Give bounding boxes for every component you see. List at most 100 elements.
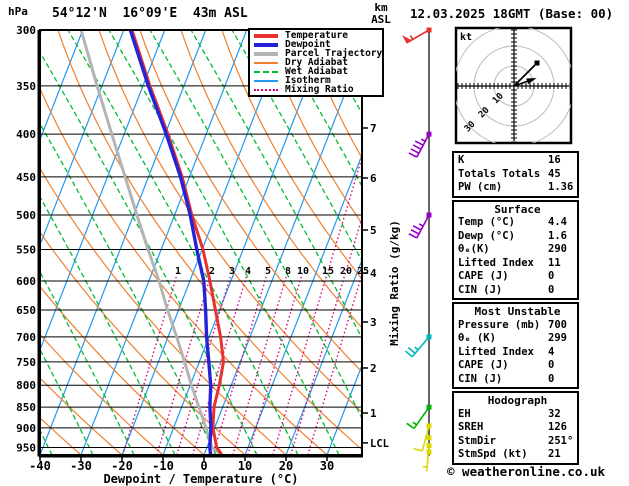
stat-row: Pressure (mb) 700 <box>458 319 577 333</box>
svg-text:-30: -30 <box>70 459 92 473</box>
stat-value: 16 <box>548 154 561 166</box>
svg-text:7: 7 <box>370 122 377 135</box>
stat-row: CAPE (J) 0 <box>458 270 577 284</box>
legend-swatch-isotherm <box>254 79 278 82</box>
stats-box-title: Hodograph <box>487 394 548 407</box>
svg-text:800: 800 <box>16 379 36 392</box>
stat-value: 290 <box>548 243 567 255</box>
svg-text:900: 900 <box>16 422 36 435</box>
stat-row: EH 32 <box>458 408 577 422</box>
stat-label: Temp (°C) <box>458 216 515 228</box>
stat-row: θₑ (K) 299 <box>458 332 577 346</box>
svg-text:950: 950 <box>16 441 36 454</box>
svg-text:3: 3 <box>229 266 235 277</box>
stat-value: 0 <box>548 270 555 282</box>
svg-text:2: 2 <box>370 362 377 375</box>
parcel-trajectory-curve <box>79 30 223 455</box>
altitude-axis-unit-label: km ASL <box>366 2 396 26</box>
svg-text:10: 10 <box>238 459 252 473</box>
wind-barb-column <box>401 27 432 472</box>
legend-swatch-temperature <box>254 33 278 38</box>
stat-label: EH <box>458 407 471 420</box>
legend-swatch-wet-adiabat <box>254 70 278 73</box>
wind-level-marker <box>426 449 432 455</box>
svg-text:3: 3 <box>370 316 377 329</box>
svg-text:20: 20 <box>340 266 352 277</box>
legend-item: Dry Adiabat <box>254 58 382 67</box>
legend-label: Dewpoint <box>285 39 331 50</box>
legend-item: Temperature <box>254 31 382 40</box>
stats-box-title: Most Unstable <box>474 305 561 318</box>
stat-value: 1.6 <box>548 229 567 242</box>
svg-text:600: 600 <box>16 275 36 288</box>
legend-item: Isotherm <box>254 76 382 85</box>
svg-text:5: 5 <box>370 224 377 237</box>
stat-value: 4.4 <box>548 216 567 228</box>
svg-text:4: 4 <box>245 266 251 277</box>
legend-swatch-dewpoint <box>254 42 278 47</box>
svg-text:1: 1 <box>175 266 181 277</box>
stats-box-surface: Surface Temp (°C) 4.4 Dewp (°C) 1.6 θₑ(K) 290 L… <box>452 199 579 300</box>
stats-box-title: Surface <box>494 202 541 216</box>
legend-label: Temperature <box>285 30 348 41</box>
stat-label: CAPE (J) <box>458 270 509 282</box>
stat-row: Dewp (°C) 1.6 <box>458 230 577 244</box>
legend-label: Wet Adiabat <box>285 66 348 77</box>
svg-text:6: 6 <box>370 172 377 185</box>
svg-text:8: 8 <box>285 266 291 277</box>
stat-row: Temp (°C) 4.4 <box>458 216 577 230</box>
svg-text:20: 20 <box>279 459 293 473</box>
svg-text:25: 25 <box>357 266 369 277</box>
stat-row: CIN (J) 0 <box>458 373 577 387</box>
svg-text:400: 400 <box>16 128 36 141</box>
legend-item: Wet Adiabat <box>254 67 382 76</box>
stat-value: 1.36 <box>548 181 574 193</box>
stats-box-summary: K 16 Totals Totals 45 PW (cm) 1.36 <box>452 151 579 198</box>
stat-label: StmDir <box>458 434 496 447</box>
stat-row: Totals Totals 45 <box>458 168 577 182</box>
svg-text:-20: -20 <box>111 459 133 473</box>
stat-row: SREH 126 <box>458 421 577 435</box>
dewpoint-curve <box>128 30 213 455</box>
stat-row: StmSpd (kt) 21 <box>458 448 577 462</box>
stat-row: PW (cm) 1.36 <box>458 181 577 195</box>
stats-box-hodograph: Hodograph EH 32 SREH 126 StmDir 251° StmSpd (kt… <box>452 391 579 465</box>
legend-swatch-parcel-trajectory <box>254 51 278 56</box>
stat-label: PW (cm) <box>458 181 503 193</box>
lcl-label: LCL <box>370 438 389 450</box>
stat-value: 299 <box>548 332 567 344</box>
stat-value: 251° <box>548 434 574 447</box>
stat-label: Lifted Index <box>458 256 534 269</box>
svg-text:10: 10 <box>297 266 309 277</box>
svg-text:850: 850 <box>16 401 36 414</box>
credit-footer: © weatheronline.co.uk <box>447 464 606 479</box>
stat-row: StmDir 251° <box>458 435 577 449</box>
stat-label: Dewp (°C) <box>458 229 515 242</box>
stat-value: 32 <box>548 407 561 420</box>
stat-value: 700 <box>548 318 567 331</box>
legend-label: Mixing Ratio <box>285 84 354 95</box>
station-title: 54°12'N 16°09'E 43m ASL <box>52 6 248 21</box>
stat-label: Lifted Index <box>458 345 534 358</box>
stat-row: CAPE (J) 0 <box>458 359 577 373</box>
svg-text:-10: -10 <box>152 459 174 473</box>
stat-row: θₑ(K) 290 <box>458 243 577 257</box>
stat-label: K <box>458 154 465 166</box>
legend-label: Dry Adiabat <box>285 57 348 68</box>
stat-label: θₑ (K) <box>458 332 496 344</box>
svg-text:550: 550 <box>16 244 36 257</box>
legend-item: Parcel Trajectory <box>254 49 382 58</box>
legend-label: Parcel Trajectory <box>285 48 383 59</box>
stat-label: Pressure (mb) <box>458 318 541 331</box>
hodograph-unit-label: kt <box>460 32 472 43</box>
svg-text:5: 5 <box>265 266 271 277</box>
stat-label: CIN (J) <box>458 372 503 385</box>
svg-text:4: 4 <box>370 267 377 280</box>
stat-value: 0 <box>548 283 555 296</box>
stat-value: 0 <box>548 359 555 371</box>
mixing-ratio-axis-label: Mixing Ratio (g/kg) <box>388 220 401 346</box>
stat-value: 21 <box>548 448 561 460</box>
pressure-axis-unit-label: hPa <box>8 5 28 18</box>
stats-box-most_unstable: Most Unstable Pressure (mb) 700 θₑ (K) 299 Li… <box>452 302 579 389</box>
